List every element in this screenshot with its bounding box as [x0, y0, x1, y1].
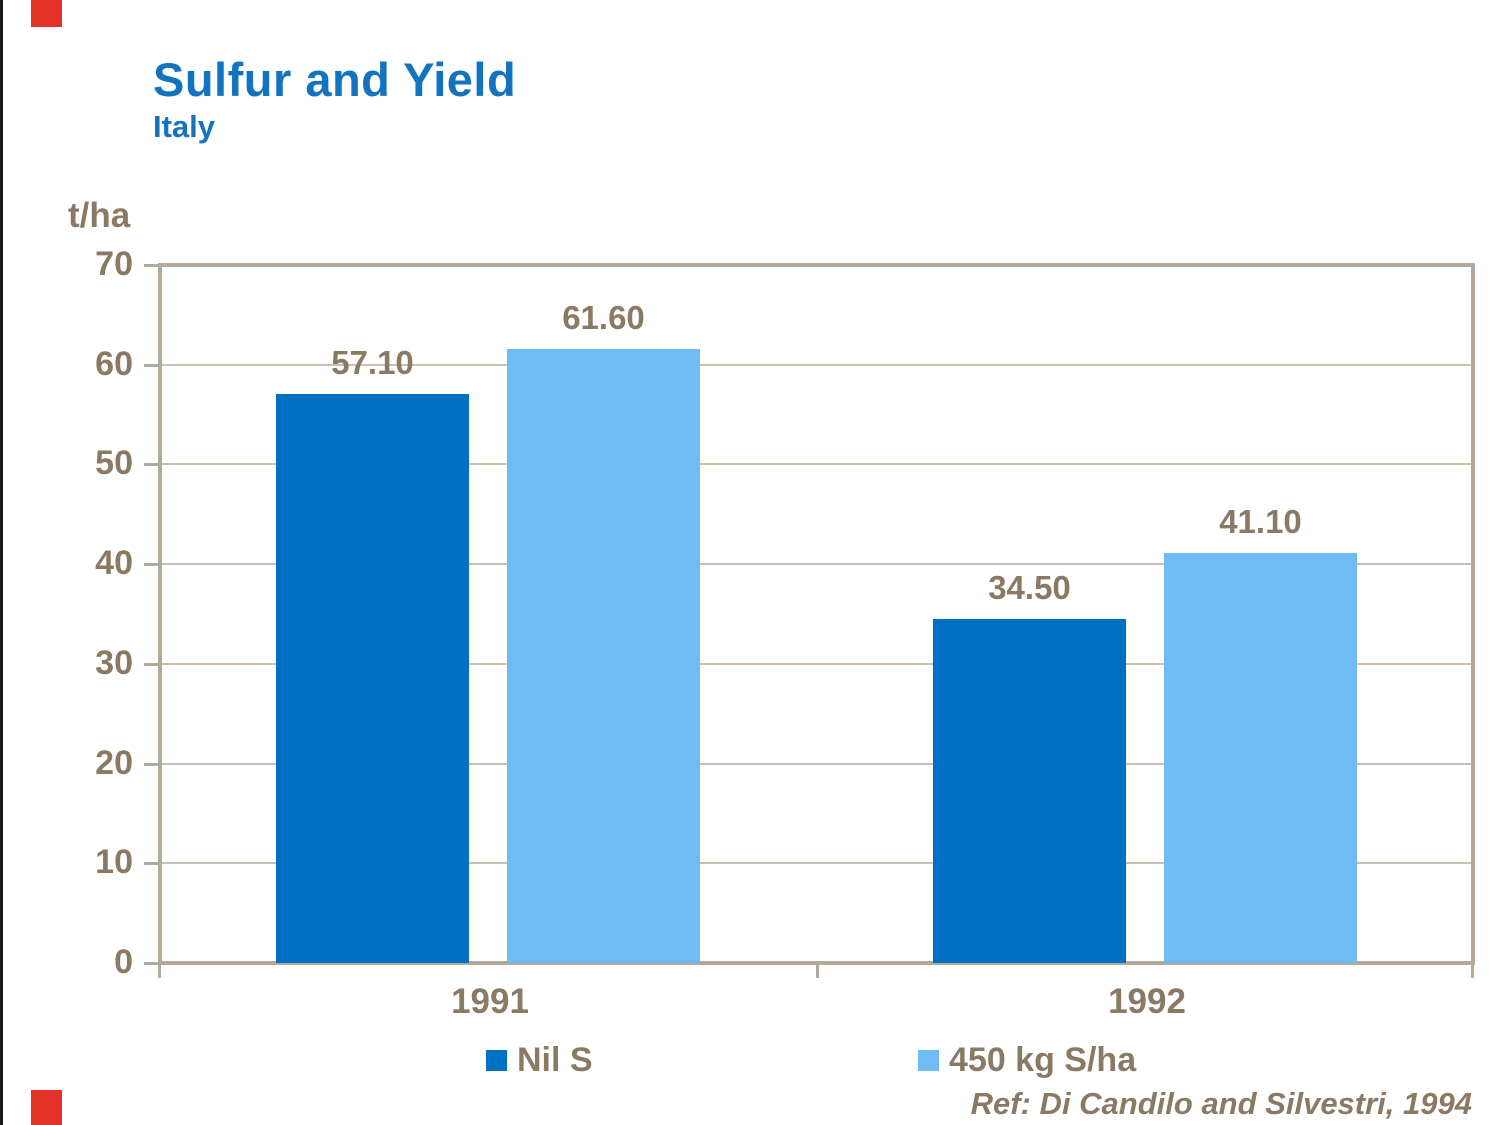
- y-tick-label-70: 70: [95, 245, 133, 283]
- gridline-20: [160, 763, 1473, 765]
- y-tick-mark-30: [144, 663, 158, 666]
- legend-swatch-450kg-s-ha: [918, 1049, 939, 1071]
- y-tick-mark-50: [144, 463, 158, 466]
- page-left-border-line: [0, 0, 3, 1125]
- legend-swatch-nil-s: [486, 1049, 507, 1071]
- chart-subtitle: Italy: [153, 109, 216, 144]
- red-corner-mark-top: [31, 0, 62, 27]
- bar-450-kg-s-ha-1992: [1164, 553, 1357, 963]
- gridline-50: [160, 463, 1473, 465]
- red-corner-mark-bottom: [31, 1090, 62, 1125]
- bar-nil-s-1991: [276, 394, 469, 963]
- gridline-60: [160, 364, 1473, 366]
- y-tick-label-20: 20: [95, 744, 133, 782]
- y-tick-label-50: 50: [95, 444, 133, 482]
- x-axis-label-1991: 1991: [451, 982, 529, 1021]
- x-tick-mark-1: [816, 965, 819, 978]
- plot-frame-right: [1471, 263, 1475, 965]
- y-tick-label-10: 10: [95, 843, 133, 881]
- y-axis-line: [158, 263, 162, 965]
- legend-label-nil-s: Nil S: [517, 1041, 593, 1079]
- y-axis-unit-label: t/ha: [68, 196, 131, 235]
- legend-item-nil-s: Nil S: [486, 1040, 593, 1080]
- reference-note: Ref: Di Candilo and Silvestri, 1994: [970, 1086, 1472, 1121]
- y-tick-label-30: 30: [95, 644, 133, 682]
- x-tick-mark-0: [158, 965, 161, 978]
- bar-value-label-1991-0: 57.10: [331, 344, 414, 381]
- plot-frame-top: [158, 263, 1475, 267]
- bar-value-label-1992-1: 41.10: [1219, 503, 1302, 540]
- y-tick-mark-20: [144, 763, 158, 766]
- bar-450-kg-s-ha-1991: [507, 349, 700, 963]
- legend-item-450kg-s-ha: 450 kg S/ha: [918, 1040, 1136, 1080]
- y-tick-mark-10: [144, 862, 158, 865]
- bar-value-label-1991-1: 61.60: [562, 299, 645, 336]
- legend-label-450kg-s-ha: 450 kg S/ha: [949, 1041, 1137, 1079]
- gridline-30: [160, 663, 1473, 665]
- x-axis-line: [158, 961, 1475, 965]
- y-tick-mark-40: [144, 563, 158, 566]
- y-tick-mark-0: [144, 962, 158, 965]
- gridline-10: [160, 862, 1473, 864]
- x-axis-label-1992: 1992: [1108, 982, 1186, 1021]
- y-tick-mark-60: [144, 364, 158, 367]
- y-tick-label-60: 60: [95, 345, 133, 383]
- bar-nil-s-1992: [933, 619, 1126, 963]
- chart-title: Sulfur and Yield: [153, 53, 517, 106]
- gridline-40: [160, 563, 1473, 565]
- y-tick-label-40: 40: [95, 544, 133, 582]
- y-tick-mark-70: [144, 264, 158, 267]
- y-tick-label-0: 0: [114, 943, 133, 981]
- x-tick-mark-2: [1471, 965, 1474, 978]
- bar-value-label-1992-0: 34.50: [988, 569, 1071, 606]
